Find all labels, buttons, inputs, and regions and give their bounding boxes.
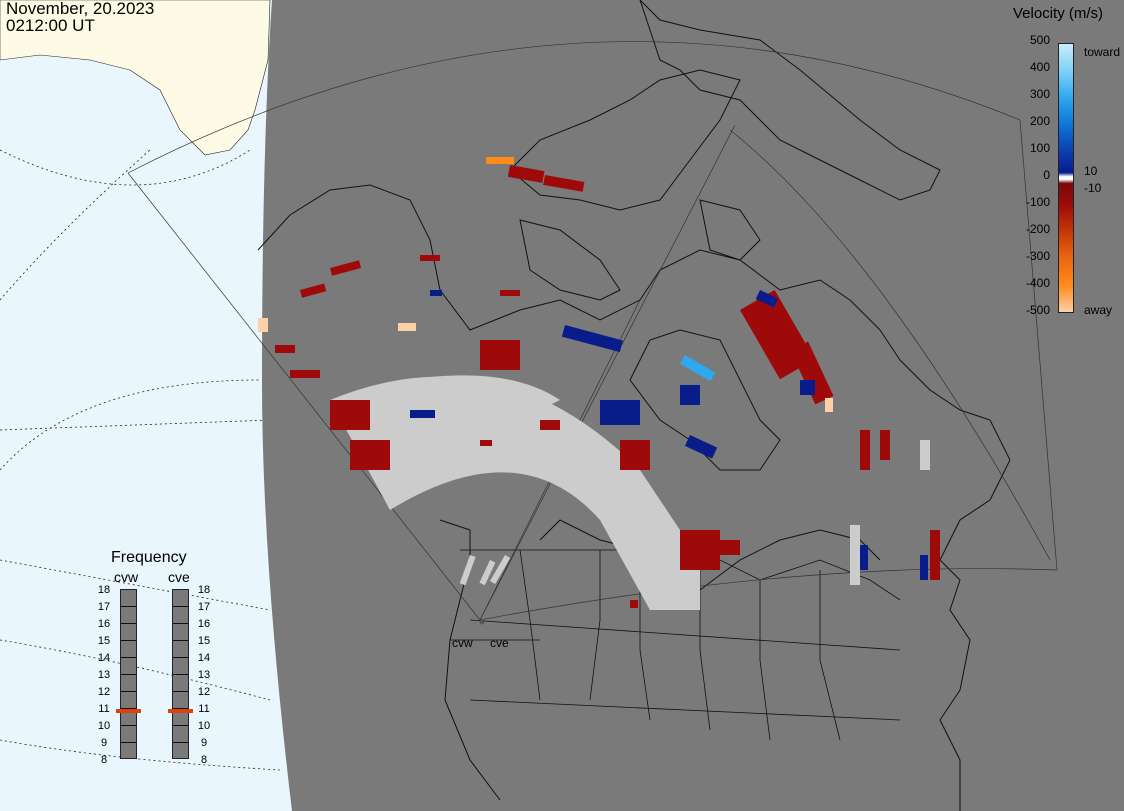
date-label: November, 20.2023 bbox=[6, 0, 155, 18]
frequency-tick-label: 11 bbox=[198, 703, 210, 715]
radar-name-cve: cve bbox=[168, 569, 190, 585]
velocity-tick-label: -500 bbox=[1025, 303, 1050, 317]
radar-site-marker bbox=[479, 619, 485, 625]
velocity-tick-label: -100 bbox=[1025, 195, 1050, 209]
site-label-cve: cve bbox=[490, 636, 509, 650]
velocity-tick-label: 500 bbox=[1029, 33, 1050, 47]
tick-label-10: 10 bbox=[1084, 164, 1098, 178]
frequency-tick-label: 14 bbox=[197, 652, 211, 664]
velocity-tick-label: -300 bbox=[1025, 249, 1050, 263]
frequency-tick-label: 12 bbox=[197, 686, 211, 698]
frequency-tick-label: 17 bbox=[97, 601, 111, 613]
frequency-panel-title: Frequency bbox=[111, 549, 187, 566]
frequency-tick-label: 12 bbox=[97, 686, 111, 698]
site-label-cvw: cvw bbox=[452, 636, 473, 650]
ground-scatter-band-inner bbox=[380, 375, 560, 420]
frequency-tick-label: 18 bbox=[97, 584, 111, 596]
frequency-tick-label: 15 bbox=[97, 635, 111, 647]
time-label: 0212:00 UT bbox=[6, 16, 95, 35]
velocity-cells-max-away bbox=[258, 318, 833, 412]
velocity-tick-label: 300 bbox=[1029, 87, 1050, 101]
scatter-cells-low bbox=[459, 440, 930, 586]
velocity-cells-away bbox=[275, 165, 940, 608]
velocity-tick-label: 200 bbox=[1029, 114, 1050, 128]
frequency-tick-label: 10 bbox=[97, 720, 111, 732]
velocity-tick-label: 0 bbox=[1043, 168, 1050, 182]
frequency-column-cve bbox=[172, 589, 189, 759]
velocity-tick-label: -400 bbox=[1025, 276, 1050, 290]
frequency-column-cvw bbox=[120, 589, 137, 759]
tick-label-neg10: -10 bbox=[1084, 181, 1102, 195]
field-of-view-outline bbox=[127, 41, 1058, 621]
velocity-tick-label: 100 bbox=[1029, 141, 1050, 155]
frequency-tick-label: 13 bbox=[97, 669, 111, 681]
velocity-cells-fast-toward bbox=[680, 355, 716, 382]
velocity-color-bar bbox=[1058, 43, 1074, 313]
frequency-tick-label: 15 bbox=[197, 635, 211, 647]
away-label: away bbox=[1084, 303, 1113, 317]
frequency-marker-cve bbox=[168, 709, 193, 714]
frequency-tick-label: 9 bbox=[100, 737, 108, 749]
frequency-marker-cvw bbox=[116, 709, 141, 714]
frequency-tick-label: 8 bbox=[200, 754, 208, 766]
frequency-tick-label: 16 bbox=[197, 618, 211, 630]
alaska-landmass bbox=[0, 0, 271, 156]
velocity-tick-label: -200 bbox=[1025, 222, 1050, 236]
radar-name-cvw: cvw bbox=[114, 569, 139, 585]
velocity-tick-label: 400 bbox=[1029, 60, 1050, 74]
frequency-tick-label: 10 bbox=[197, 720, 211, 732]
frequency-tick-label: 13 bbox=[197, 669, 211, 681]
velocity-cells-toward bbox=[410, 289, 928, 580]
frequency-tick-label: 18 bbox=[197, 584, 211, 596]
frequency-tick-label: 17 bbox=[197, 601, 211, 613]
ground-scatter-band bbox=[330, 376, 700, 610]
toward-label: toward bbox=[1084, 45, 1121, 59]
night-region bbox=[262, 0, 1124, 811]
frequency-tick-label: 11 bbox=[98, 703, 110, 715]
frequency-tick-label: 14 bbox=[97, 652, 111, 664]
velocity-scale-title: Velocity (m/s) bbox=[1013, 5, 1104, 22]
frequency-tick-label: 9 bbox=[200, 737, 208, 749]
coastlines bbox=[257, 0, 1011, 811]
velocity-cells-fast-away bbox=[486, 157, 514, 164]
frequency-tick-label: 8 bbox=[100, 754, 108, 766]
frequency-tick-label: 16 bbox=[97, 618, 111, 630]
